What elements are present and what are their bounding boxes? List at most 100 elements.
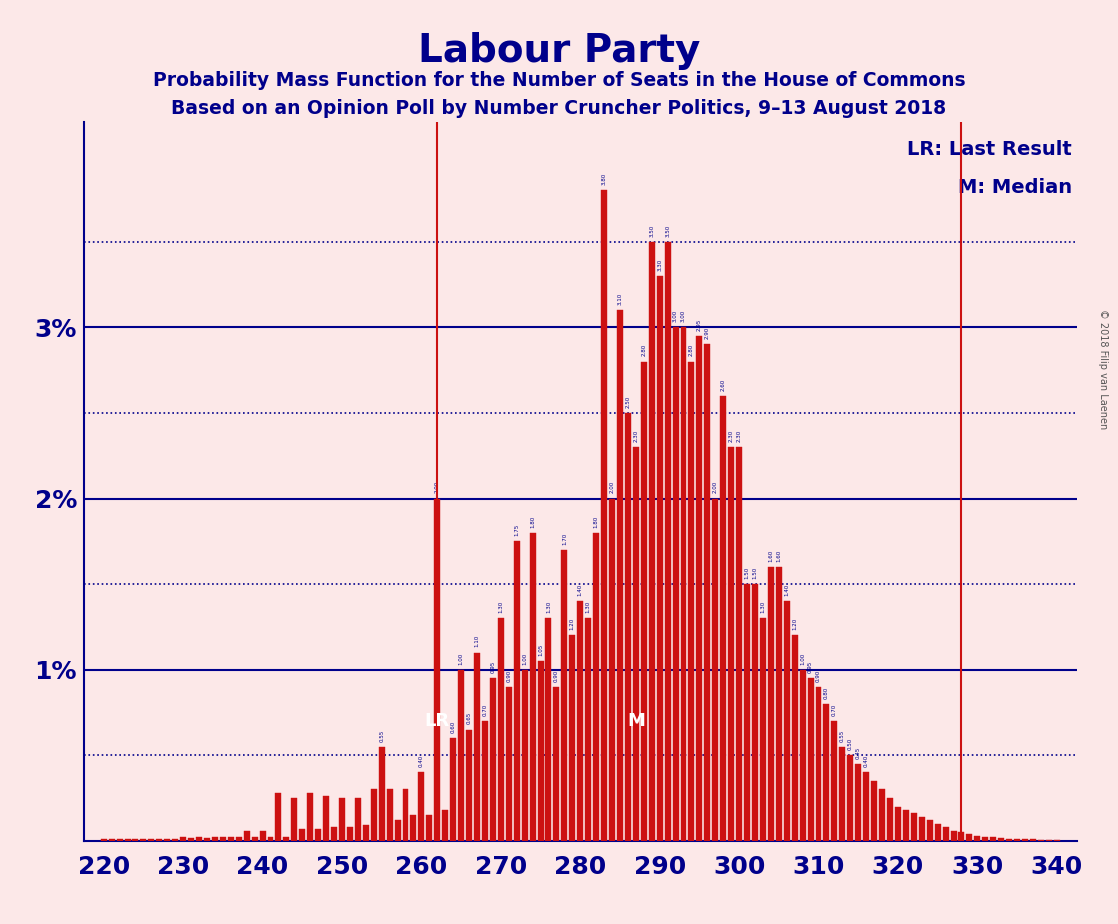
- Bar: [760, 618, 766, 841]
- Bar: [283, 837, 290, 841]
- Bar: [855, 764, 861, 841]
- Bar: [720, 395, 727, 841]
- Bar: [116, 839, 123, 841]
- Bar: [157, 839, 162, 841]
- Text: 0.55: 0.55: [840, 729, 845, 742]
- Bar: [879, 789, 885, 841]
- Bar: [903, 810, 909, 841]
- Bar: [625, 413, 631, 841]
- Bar: [188, 838, 195, 841]
- Bar: [594, 533, 599, 841]
- Text: 3.30: 3.30: [657, 259, 662, 271]
- Bar: [164, 839, 170, 841]
- Bar: [1022, 839, 1027, 841]
- Bar: [108, 839, 115, 841]
- Bar: [704, 345, 710, 841]
- Bar: [673, 327, 679, 841]
- Bar: [212, 836, 218, 841]
- Text: LR: LR: [425, 711, 449, 730]
- Text: 0.70: 0.70: [832, 704, 837, 716]
- Bar: [609, 499, 615, 841]
- Text: 2.30: 2.30: [737, 430, 741, 442]
- Text: 2.30: 2.30: [729, 430, 733, 442]
- Text: 1.75: 1.75: [514, 524, 519, 536]
- Bar: [196, 836, 202, 841]
- Bar: [991, 837, 996, 841]
- Text: 1.60: 1.60: [768, 550, 774, 562]
- Bar: [267, 837, 274, 841]
- Text: 0.95: 0.95: [491, 661, 495, 673]
- Bar: [776, 567, 781, 841]
- Text: 1.50: 1.50: [752, 566, 758, 579]
- Bar: [641, 361, 646, 841]
- Text: LR: Last Result: LR: Last Result: [907, 140, 1072, 159]
- Bar: [847, 755, 853, 841]
- Bar: [664, 242, 671, 841]
- Bar: [236, 837, 241, 841]
- Bar: [736, 447, 742, 841]
- Text: 3.00: 3.00: [673, 310, 678, 322]
- Text: 2.90: 2.90: [704, 327, 710, 339]
- Text: 1.30: 1.30: [546, 601, 551, 614]
- Text: 3.50: 3.50: [650, 225, 654, 237]
- Bar: [656, 276, 663, 841]
- Text: 3.50: 3.50: [665, 225, 670, 237]
- Bar: [307, 793, 313, 841]
- Bar: [379, 747, 385, 841]
- Bar: [252, 836, 257, 841]
- Text: 0.65: 0.65: [466, 712, 472, 724]
- Text: 0.70: 0.70: [483, 704, 487, 716]
- Bar: [451, 738, 456, 841]
- Text: 2.00: 2.00: [435, 481, 439, 493]
- Text: 1.80: 1.80: [530, 516, 536, 528]
- Bar: [633, 447, 638, 841]
- Bar: [244, 831, 249, 841]
- Bar: [220, 837, 226, 841]
- Text: 1.40: 1.40: [784, 584, 789, 596]
- Bar: [505, 687, 512, 841]
- Text: 1.20: 1.20: [570, 618, 575, 630]
- Bar: [824, 704, 830, 841]
- Bar: [617, 310, 623, 841]
- Bar: [1006, 839, 1012, 841]
- Bar: [101, 839, 106, 841]
- Bar: [768, 567, 774, 841]
- Bar: [530, 533, 536, 841]
- Bar: [133, 839, 139, 841]
- Text: 3.80: 3.80: [601, 173, 607, 186]
- Bar: [323, 796, 329, 841]
- Text: 1.00: 1.00: [458, 652, 464, 664]
- Text: 1.80: 1.80: [594, 516, 598, 528]
- Bar: [919, 817, 925, 841]
- Bar: [387, 789, 392, 841]
- Text: 2.95: 2.95: [697, 319, 702, 331]
- Bar: [203, 838, 210, 841]
- Text: 1.10: 1.10: [474, 635, 480, 648]
- Text: M: Median: M: Median: [957, 178, 1072, 197]
- Bar: [1030, 839, 1036, 841]
- Bar: [482, 721, 487, 841]
- Text: 1.05: 1.05: [538, 644, 543, 656]
- Text: 0.50: 0.50: [847, 738, 853, 750]
- Text: M: M: [627, 711, 645, 730]
- Bar: [498, 618, 504, 841]
- Text: 2.00: 2.00: [713, 481, 718, 493]
- Bar: [292, 798, 297, 841]
- Text: 0.40: 0.40: [419, 755, 424, 767]
- Text: Based on an Opinion Poll by Number Cruncher Politics, 9–13 August 2018: Based on an Opinion Poll by Number Crunc…: [171, 99, 947, 118]
- Bar: [426, 815, 433, 841]
- Bar: [1014, 839, 1020, 841]
- Bar: [347, 827, 353, 841]
- Text: 1.30: 1.30: [499, 601, 503, 614]
- Bar: [935, 823, 940, 841]
- Bar: [363, 825, 369, 841]
- Bar: [681, 327, 686, 841]
- Text: 0.90: 0.90: [553, 669, 559, 682]
- Bar: [958, 833, 965, 841]
- Bar: [975, 835, 980, 841]
- Bar: [443, 810, 448, 841]
- Bar: [784, 602, 789, 841]
- Bar: [894, 807, 901, 841]
- Text: 0.55: 0.55: [379, 729, 385, 742]
- Bar: [950, 831, 957, 841]
